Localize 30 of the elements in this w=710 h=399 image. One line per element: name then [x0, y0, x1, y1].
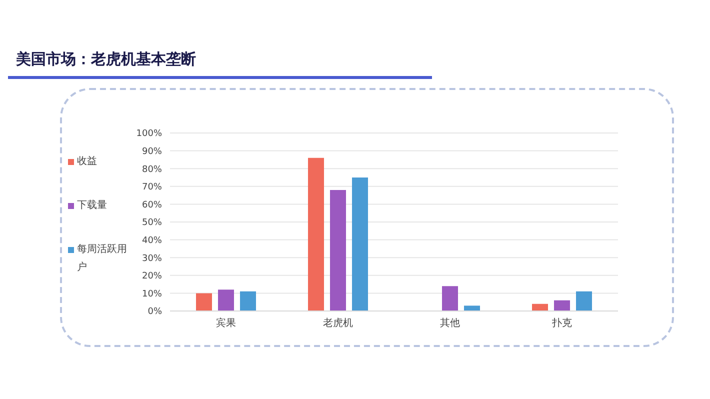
- y-tick-label: 20%: [142, 272, 162, 282]
- bar: [464, 306, 480, 311]
- bar: [352, 178, 368, 311]
- legend-label: 每周活跃用户: [77, 243, 128, 275]
- legend-label: 下载量: [77, 198, 107, 213]
- bar: [576, 291, 592, 311]
- x-tick-label: 宾果: [216, 317, 236, 330]
- y-tick-label: 70%: [142, 182, 162, 193]
- y-tick-label: 10%: [142, 289, 162, 300]
- y-tick-label: 0%: [148, 307, 162, 318]
- x-tick-label: 扑克: [551, 317, 572, 330]
- bar: [554, 300, 570, 311]
- y-tick-label: 60%: [142, 200, 162, 210]
- y-tick-label: 30%: [142, 254, 162, 264]
- x-tick-label: 老虎机: [323, 317, 353, 330]
- y-tick-label: 40%: [142, 236, 162, 246]
- bar: [196, 293, 212, 311]
- bar: [240, 291, 256, 311]
- bar: [532, 304, 548, 311]
- bar: [442, 286, 458, 311]
- bar: [218, 290, 234, 311]
- x-tick-label: 其他: [440, 317, 460, 330]
- legend-label: 收益: [77, 155, 97, 169]
- y-tick-label: 100%: [136, 129, 162, 140]
- chart-title: 美国市场：老虎机基本垄断: [16, 50, 196, 69]
- bar: [308, 158, 324, 311]
- y-tick-label: 80%: [142, 164, 162, 175]
- y-tick-label: 90%: [142, 146, 162, 157]
- bar: [330, 190, 346, 311]
- y-tick-label: 50%: [142, 218, 162, 228]
